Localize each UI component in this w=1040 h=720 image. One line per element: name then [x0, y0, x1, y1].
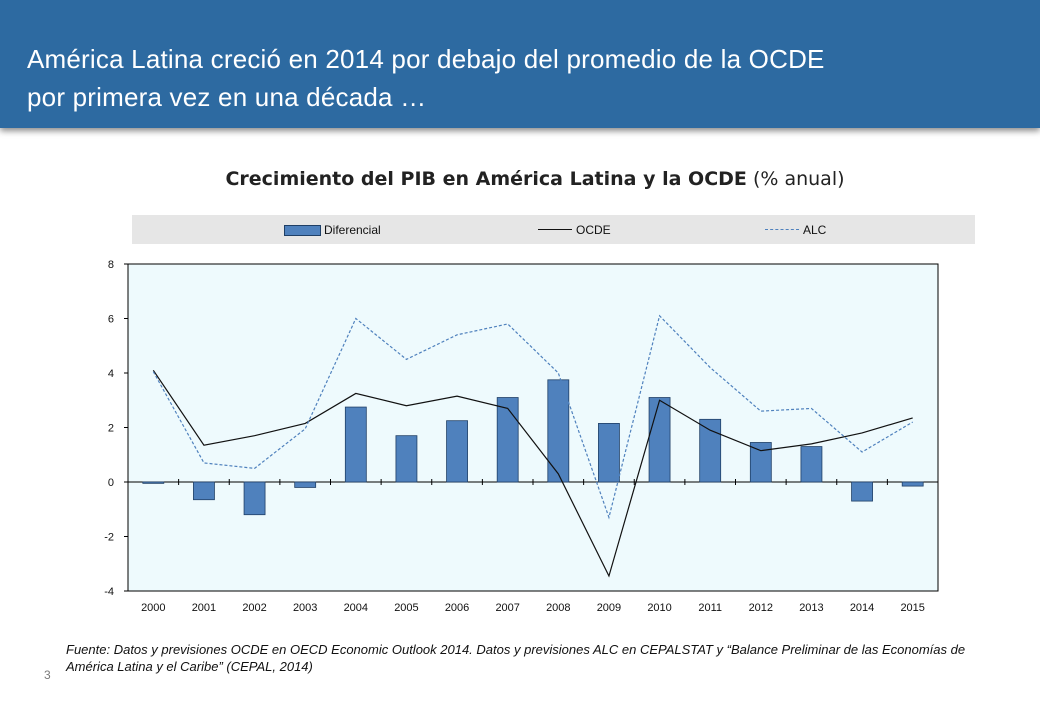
- x-tick-label: 2003: [293, 602, 317, 614]
- bar-diferencial: [142, 481, 165, 484]
- slide-header: América Latina creció en 2014 por debajo…: [0, 0, 1040, 128]
- slide-title-line-2: por primera vez en una década …: [27, 82, 427, 112]
- y-tick-label: 4: [108, 368, 114, 380]
- bar-diferencial: [901, 481, 924, 487]
- plot-area: [127, 263, 939, 592]
- x-tick-label: 2013: [799, 602, 823, 614]
- chart-title-bold: Crecimiento del PIB en América Latina y …: [225, 168, 747, 190]
- bar-diferencial: [800, 446, 823, 483]
- legend-label-alc: ALC: [803, 223, 827, 237]
- bar-diferencial: [193, 481, 215, 501]
- line-alc: [152, 314, 913, 520]
- chart-title-unit: (% anual): [752, 168, 845, 190]
- legend-label-diferencial: Diferencial: [324, 223, 381, 237]
- bar-diferencial: [547, 379, 570, 483]
- legend-label-ocde: OCDE: [576, 223, 611, 237]
- source-note: Fuente: Datos y previsiones OCDE en OECD…: [66, 642, 966, 674]
- bar-diferencial: [699, 418, 722, 483]
- slide-title-line-1: América Latina creció en 2014 por debajo…: [27, 44, 825, 74]
- x-tick-label: 2005: [394, 602, 418, 614]
- bar-diferencial: [243, 481, 266, 516]
- x-tick-label: 2012: [749, 602, 773, 614]
- x-tick-label: 2014: [850, 602, 874, 614]
- y-tick-label: -4: [104, 586, 114, 598]
- x-tick-label: 2010: [647, 602, 671, 614]
- y-tick-label: -2: [104, 532, 114, 544]
- x-tick-label: 2001: [192, 602, 216, 614]
- x-tick-label: 2002: [242, 602, 266, 614]
- bar-diferencial: [648, 397, 671, 483]
- x-tick-label: 2000: [141, 602, 165, 614]
- x-tick-label: 2015: [900, 602, 924, 614]
- x-tick-label: 2009: [597, 602, 621, 614]
- y-tick-label: 0: [108, 477, 114, 489]
- chart-legend: Diferencial OCDE ALC: [132, 215, 975, 244]
- bar-diferencial: [395, 435, 418, 483]
- y-tick-label: 8: [108, 259, 114, 271]
- bar-diferencial: [496, 397, 519, 483]
- y-tick-label: 6: [108, 314, 114, 326]
- bar-diferencial: [344, 406, 367, 483]
- bar-diferencial: [294, 481, 317, 488]
- x-tick-label: 2004: [344, 602, 368, 614]
- y-tick-label: 2: [108, 423, 114, 435]
- x-tick-label: 2006: [445, 602, 469, 614]
- bar-diferencial: [851, 481, 873, 502]
- page-number: 3: [44, 668, 51, 682]
- bar-diferencial: [749, 442, 772, 483]
- line-ocde: [152, 369, 913, 578]
- x-tick-label: 2011: [698, 602, 722, 614]
- x-tick-label: 2007: [495, 602, 519, 614]
- chart-title: Crecimiento del PIB en América Latina y …: [0, 168, 1040, 190]
- bar-diferencial: [446, 420, 468, 483]
- legend-swatch-line: [538, 229, 572, 230]
- bar-diferencial: [598, 423, 620, 483]
- x-tick-label: 2008: [546, 602, 570, 614]
- legend-swatch-bar: [284, 225, 321, 236]
- legend-swatch-dashed-line: [765, 229, 799, 230]
